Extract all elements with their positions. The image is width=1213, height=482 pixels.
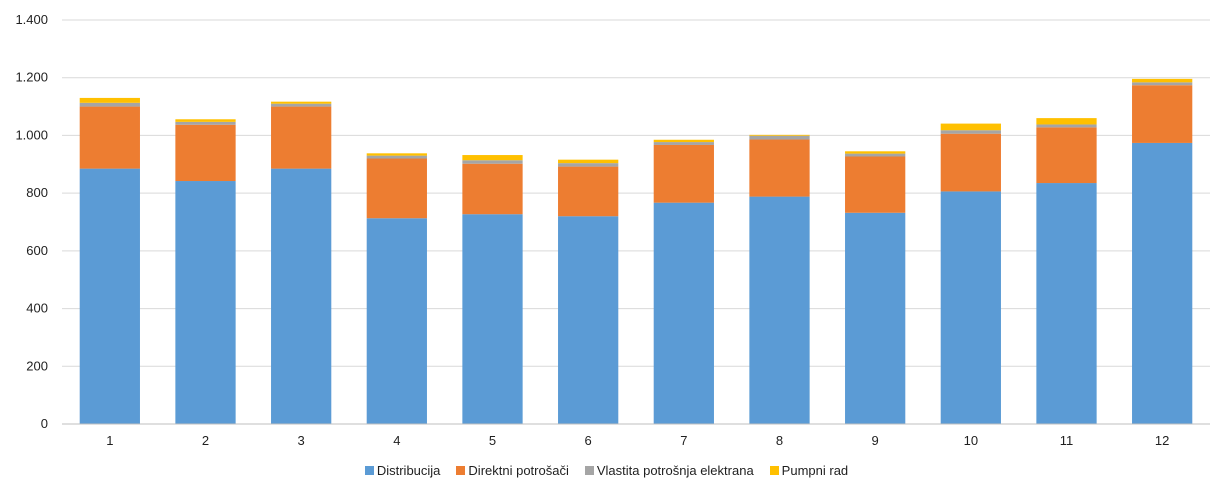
bar-segment-2-month-7	[653, 144, 714, 203]
bar-segment-3-month-11	[1036, 124, 1097, 128]
bar-segment-1-month-4	[366, 218, 427, 424]
y-tick-label: 0	[41, 416, 48, 431]
bar-segment-1-month-3	[271, 168, 332, 424]
legend-label: Vlastita potrošnja elektrana	[596, 462, 754, 478]
bar-stacks	[79, 78, 1193, 424]
bar-segment-2-month-11	[1036, 127, 1097, 184]
bar-segment-1-month-1	[79, 168, 140, 424]
legend-label: Pumpni rad	[781, 462, 849, 478]
bar-segment-3-month-9	[845, 153, 906, 157]
bar-segment-3-month-3	[271, 103, 332, 107]
bar-segment-1-month-7	[653, 202, 714, 424]
bar-segment-1-month-8	[749, 196, 810, 424]
bar-segment-4-month-12	[1132, 78, 1193, 83]
x-tick-label: 10	[964, 433, 978, 448]
bar-segment-3-month-8	[749, 135, 810, 140]
y-tick-label: 1.400	[15, 12, 48, 27]
bar-segment-4-month-10	[940, 123, 1001, 131]
bar-segment-3-month-4	[366, 155, 427, 159]
legend-item: Distribucija	[364, 462, 441, 478]
bar-segment-4-month-3	[271, 101, 332, 104]
bar-segment-3-month-12	[1132, 82, 1193, 86]
bar-segment-4-month-9	[845, 151, 906, 154]
bar-segment-2-month-10	[940, 133, 1001, 192]
x-tick-label: 11	[1060, 433, 1074, 448]
legend-swatch	[364, 465, 374, 475]
bar-segment-2-month-2	[175, 124, 236, 182]
legend-swatch	[456, 465, 466, 475]
bar-segment-3-month-10	[940, 130, 1001, 134]
x-tick-label: 2	[202, 433, 209, 448]
y-tick-label: 200	[26, 358, 48, 373]
bar-segment-2-month-6	[558, 166, 619, 217]
gridlines	[62, 19, 1210, 367]
legend-label: Direktni potrošači	[468, 462, 569, 478]
bar-segment-1-month-2	[175, 181, 236, 424]
x-tick-label: 8	[776, 433, 783, 448]
bar-segment-3-month-1	[79, 102, 140, 107]
bar-segment-2-month-1	[79, 106, 140, 169]
y-tick-label: 1.200	[15, 70, 48, 85]
bar-segment-2-month-5	[462, 163, 523, 215]
x-tick-label: 1	[106, 433, 113, 448]
x-tick-label: 3	[298, 433, 305, 448]
bar-segment-4-month-4	[366, 153, 427, 156]
x-tick-label: 12	[1155, 433, 1169, 448]
bar-segment-4-month-11	[1036, 118, 1097, 125]
y-tick-label: 1.000	[15, 127, 48, 142]
bar-segment-2-month-4	[366, 158, 427, 219]
legend-item: Direktni potrošači	[456, 462, 569, 478]
bar-segment-4-month-5	[462, 155, 523, 161]
bar-segment-4-month-1	[79, 97, 140, 103]
bar-segment-2-month-9	[845, 156, 906, 213]
bar-segment-2-month-3	[271, 106, 332, 169]
bar-segment-3-month-7	[653, 142, 714, 145]
x-tick-label: 4	[393, 433, 400, 448]
legend-swatch	[769, 465, 779, 475]
bar-segment-4-month-7	[653, 139, 714, 143]
y-tick-label: 600	[26, 243, 48, 258]
bar-segment-2-month-8	[749, 139, 810, 197]
chart-legend: Distribucija Direktni potrošači Vlastita p…	[0, 460, 1213, 480]
bar-segment-1-month-12	[1132, 142, 1193, 424]
bar-segment-3-month-2	[175, 121, 236, 125]
bar-segment-4-month-2	[175, 119, 236, 122]
y-tick-label: 800	[26, 185, 48, 200]
bar-segment-1-month-10	[940, 191, 1001, 424]
bar-segment-4-month-8	[749, 134, 810, 136]
bar-segment-1-month-6	[558, 216, 619, 424]
bar-segment-1-month-9	[845, 212, 906, 424]
legend-swatch	[584, 465, 594, 475]
y-tick-label: 400	[26, 301, 48, 316]
bar-segment-3-month-5	[462, 160, 523, 164]
x-tick-label: 5	[489, 433, 496, 448]
bar-segment-2-month-12	[1132, 85, 1193, 143]
legend-item: Vlastita potrošnja elektrana	[584, 462, 754, 478]
bar-segment-4-month-6	[558, 159, 619, 164]
bar-segment-3-month-6	[558, 163, 619, 167]
x-tick-label: 6	[585, 433, 592, 448]
x-tick-label: 7	[680, 433, 687, 448]
legend-label: Distribucija	[376, 462, 441, 478]
x-tick-label: 9	[872, 433, 879, 448]
bar-segment-1-month-11	[1036, 183, 1097, 424]
legend-item: Pumpni rad	[769, 462, 849, 478]
bar-segment-1-month-5	[462, 214, 523, 424]
